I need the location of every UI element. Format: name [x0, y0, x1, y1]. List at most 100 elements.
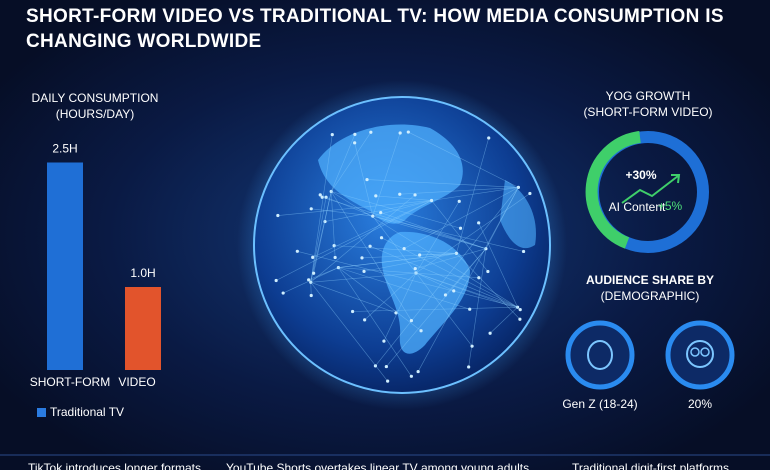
continent [318, 124, 463, 224]
x-tick-label: VIDEO [118, 375, 155, 389]
network-line [386, 248, 487, 367]
network-line [456, 253, 521, 320]
network-line [277, 200, 432, 216]
network-line [308, 267, 339, 281]
globe [237, 80, 567, 410]
network-node [394, 311, 398, 315]
network-line [320, 194, 373, 217]
growth-subtitle: (SHORT-FORM VIDEO) [583, 105, 712, 119]
network-line [399, 187, 519, 195]
x-tick-label: SHORT-FORM [30, 375, 110, 389]
bar [47, 162, 83, 370]
legend-label: Traditional TV [50, 405, 124, 419]
network-node [398, 131, 402, 135]
network-line [330, 191, 412, 321]
network-node [311, 255, 315, 260]
audience-subtitle: (DEMOGRAPHIC) [601, 289, 700, 303]
network-node [429, 198, 434, 203]
network-line [372, 215, 473, 347]
audience-label: 20% [688, 397, 712, 411]
network-node [274, 278, 278, 283]
network-line [485, 187, 519, 249]
network-line [310, 282, 388, 382]
network-node [363, 318, 367, 322]
network-line [375, 187, 519, 367]
network-line [369, 245, 518, 308]
legend-swatch [37, 408, 46, 417]
network-line [352, 306, 518, 312]
value-label: 2.5H [52, 142, 77, 156]
network-node [307, 278, 311, 282]
network-node [333, 255, 337, 260]
network-node [384, 364, 388, 369]
network-node [477, 276, 481, 280]
network-node [374, 194, 378, 198]
glasses-icon [690, 347, 700, 357]
network-node [309, 293, 313, 298]
network-node [281, 291, 285, 295]
network-line [338, 253, 457, 268]
network-node [521, 249, 526, 254]
network-line [310, 197, 327, 283]
network-node [487, 136, 491, 140]
network-line [338, 267, 470, 310]
network-line [310, 272, 417, 283]
glasses-icon [700, 347, 710, 357]
growth-note: AI Content [609, 200, 666, 214]
network-line [489, 306, 518, 334]
network-line [310, 282, 397, 314]
audience-label: Gen Z (18-24) [562, 397, 637, 411]
continent [500, 180, 536, 249]
network-node [516, 185, 520, 189]
network-node [419, 329, 423, 333]
network-node [309, 280, 313, 284]
network-line [313, 191, 332, 274]
network-node [365, 177, 369, 182]
network-line [310, 191, 332, 283]
network-node [318, 193, 322, 197]
network-node [458, 226, 463, 230]
audience-title: AUDIENCE SHARE BY [586, 273, 714, 287]
network-line [408, 131, 519, 188]
network-line [415, 248, 486, 269]
ticker-item: TikTok introduces longer formats [28, 461, 201, 470]
network-line [311, 208, 373, 217]
network-node [330, 133, 334, 137]
network-line [331, 191, 518, 308]
network-line [404, 187, 519, 249]
network-line [415, 201, 460, 274]
network-node [379, 236, 384, 240]
network-line [297, 251, 518, 308]
network-node [457, 199, 461, 203]
growth-value: +30% [625, 168, 656, 182]
chart-subtitle: (HOURS/DAY) [56, 107, 134, 121]
network-line [324, 200, 432, 222]
network-line [276, 200, 432, 281]
network-node [413, 193, 417, 197]
network-node [332, 244, 336, 248]
network-line [312, 200, 432, 258]
network-node [484, 247, 488, 251]
icon-ring [665, 320, 735, 390]
network-node [324, 195, 328, 199]
network-line [415, 193, 531, 274]
network-line [415, 272, 518, 308]
network-line [456, 137, 490, 254]
network-node [309, 207, 313, 211]
network-line [364, 272, 417, 321]
network-line [417, 187, 519, 372]
network-node [360, 256, 364, 260]
network-node [353, 132, 357, 137]
network-node [486, 269, 490, 274]
network-line [310, 134, 333, 283]
network-line [372, 215, 486, 249]
network-line [338, 267, 412, 377]
audience-icons [565, 320, 735, 390]
network-node [336, 266, 340, 270]
network-node [409, 374, 413, 378]
network-line [431, 187, 519, 201]
ticker-item: Traditional digit-first platforms [572, 461, 729, 470]
network-node [414, 271, 418, 275]
network-line [415, 272, 521, 310]
